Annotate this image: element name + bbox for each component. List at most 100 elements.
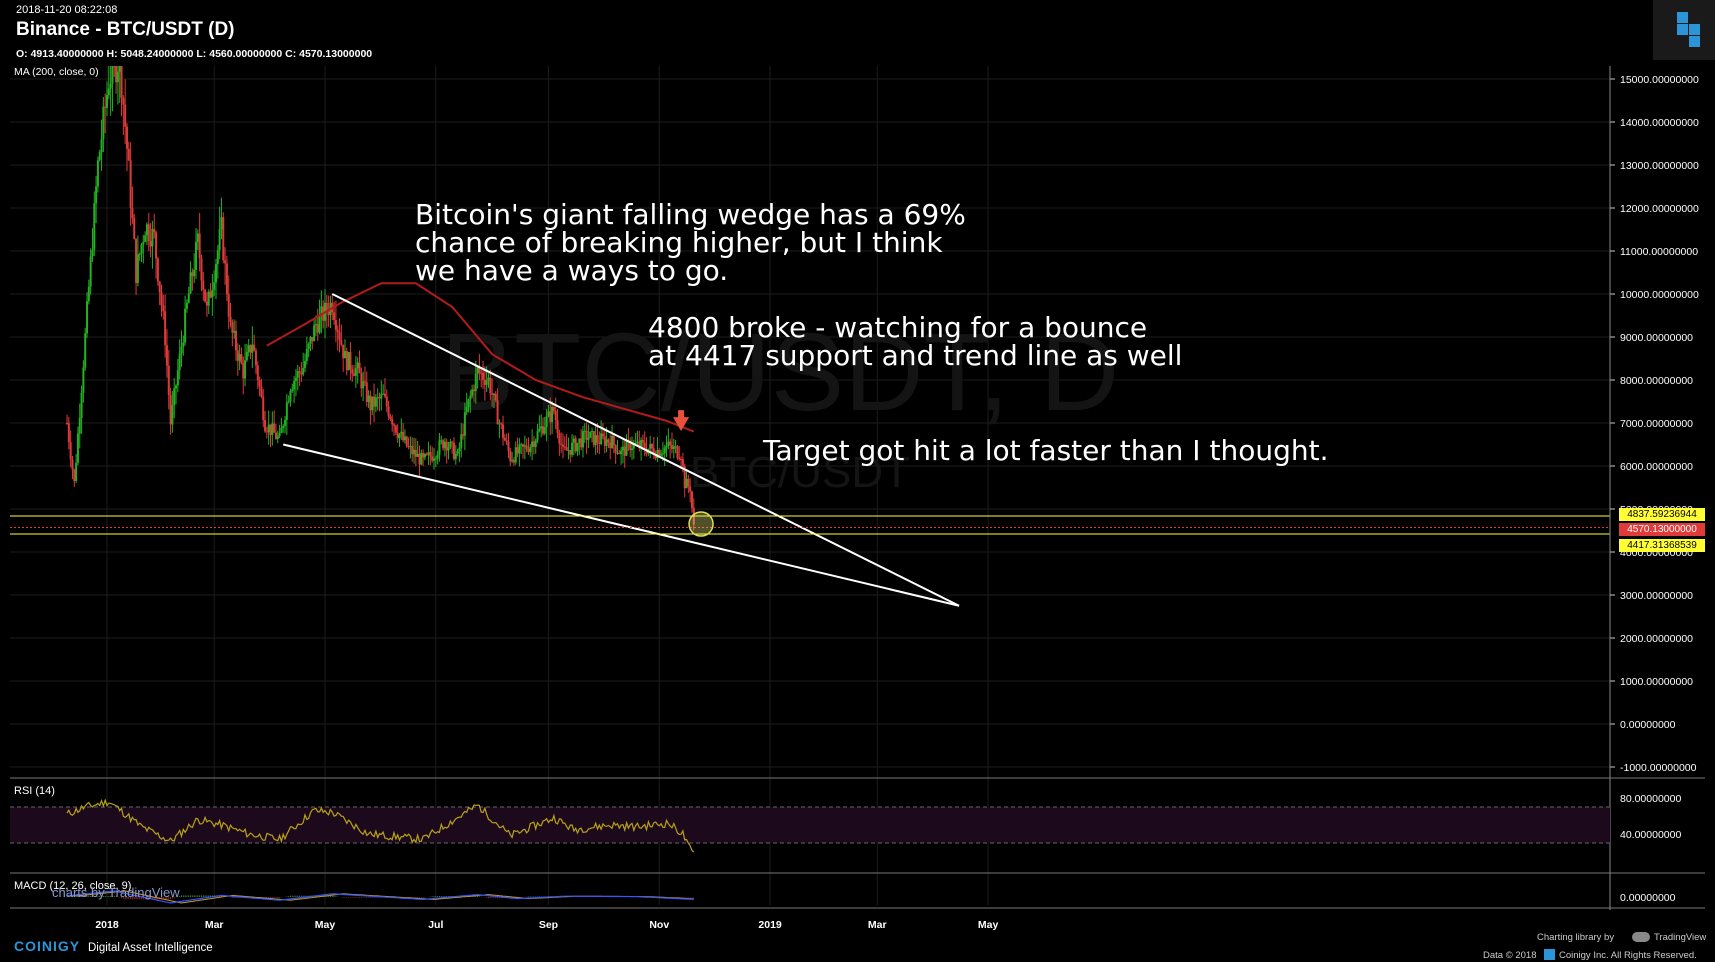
candle-body <box>119 66 121 72</box>
candle-body <box>507 442 509 451</box>
candle-body <box>257 365 259 380</box>
candle-body <box>384 394 386 397</box>
candle-body <box>317 324 319 332</box>
rsi-label[interactable]: RSI (14) <box>14 785 55 797</box>
time-axis: 2018 Mar May Jul Sep Nov 2019 Mar May <box>95 919 998 931</box>
footer-tradingview[interactable]: TradingView <box>1654 932 1706 943</box>
candle-body <box>397 433 399 439</box>
down-arrow-stem <box>678 410 684 418</box>
candle-body <box>300 373 302 375</box>
candle-body <box>389 416 391 419</box>
candle-body <box>161 292 163 305</box>
candle-body <box>315 324 317 325</box>
candle-body <box>435 459 437 460</box>
candle-body <box>340 340 342 345</box>
candle-body <box>506 440 508 441</box>
candle-body <box>615 445 617 453</box>
candle-body <box>533 442 535 447</box>
candle-body <box>691 492 693 508</box>
candle-body <box>130 161 132 208</box>
candle-body <box>77 433 79 462</box>
candle-body <box>613 436 615 445</box>
candle-body <box>348 352 350 370</box>
candle-body <box>110 84 112 89</box>
rsi-panel: 80.0000000040.00000000 <box>10 793 1681 852</box>
candle-body <box>562 445 564 447</box>
candle-body <box>250 345 252 352</box>
candle-body <box>591 431 593 432</box>
candle-body <box>82 368 84 393</box>
candle-body <box>493 394 495 395</box>
candle-body <box>393 424 395 425</box>
candle-body <box>106 95 108 108</box>
candle-body <box>502 424 504 437</box>
candle-body <box>197 233 199 241</box>
price-tick-label: 7000.00000000 <box>1620 418 1693 430</box>
candle-body <box>277 436 279 439</box>
candle-body <box>438 440 440 454</box>
candle-body <box>362 381 364 388</box>
time-tick-label: May <box>315 919 336 931</box>
price-tick-label: 6000.00000000 <box>1620 461 1693 473</box>
candle-body <box>231 322 233 333</box>
candle-body <box>491 393 493 395</box>
time-tick-label: 2018 <box>95 919 119 931</box>
candle-body <box>584 431 586 432</box>
candle-body <box>444 442 446 448</box>
candle-body <box>395 426 397 433</box>
candle-body <box>351 370 353 374</box>
candle-body <box>295 378 297 381</box>
candle-body <box>540 426 542 428</box>
candle-body <box>518 444 520 453</box>
candle-body <box>155 232 157 258</box>
candle-body <box>371 397 373 411</box>
candle-body <box>473 389 475 391</box>
candle-body <box>482 373 484 380</box>
candle-body <box>522 444 524 446</box>
candle-body <box>186 303 188 309</box>
time-tick-label: Nov <box>649 919 669 931</box>
macd-tick-label: 0.00000000 <box>1620 892 1676 904</box>
candle-body <box>537 431 539 440</box>
candle-body <box>148 224 150 241</box>
price-tick-label: 1000.00000000 <box>1620 676 1693 688</box>
candle-body <box>498 424 500 425</box>
candle-body <box>213 282 215 290</box>
candle-body <box>511 460 513 461</box>
candle-body <box>671 445 673 449</box>
candle-body <box>424 454 426 457</box>
price-tick-label: 13000.00000000 <box>1620 160 1699 172</box>
candle-body <box>595 435 597 445</box>
price-tick-label: -1000.00000000 <box>1620 762 1697 774</box>
candle-body <box>517 447 519 453</box>
candle-body <box>535 440 537 447</box>
candle-body <box>342 345 344 358</box>
candle-body <box>360 373 362 388</box>
candle-body <box>233 331 235 333</box>
candle-body <box>566 447 568 450</box>
candle-body <box>204 290 206 302</box>
candle-body <box>289 391 291 401</box>
price-tick-label: 2000.00000000 <box>1620 633 1693 645</box>
candle-body <box>349 352 351 369</box>
footer-charting: Charting library by <box>1537 932 1614 943</box>
candle-body <box>462 434 464 435</box>
candle-body <box>304 361 306 368</box>
time-tick-label: Jul <box>428 919 443 931</box>
candle-body <box>477 368 479 374</box>
candle-body <box>658 450 660 456</box>
candle-body <box>246 352 248 360</box>
candle-body <box>220 217 222 229</box>
candle-body <box>469 396 471 399</box>
candle-body <box>166 345 168 365</box>
candle-body <box>464 412 466 435</box>
footer-copyright-2: Coinigy Inc. All Rights Reserved. <box>1559 950 1697 961</box>
candle-body <box>226 263 228 294</box>
candle-body <box>531 442 533 447</box>
candle-body <box>313 325 315 341</box>
candle-body <box>302 368 304 375</box>
candle-body <box>206 301 208 305</box>
candle-body <box>458 448 460 451</box>
candle-body <box>411 446 413 454</box>
